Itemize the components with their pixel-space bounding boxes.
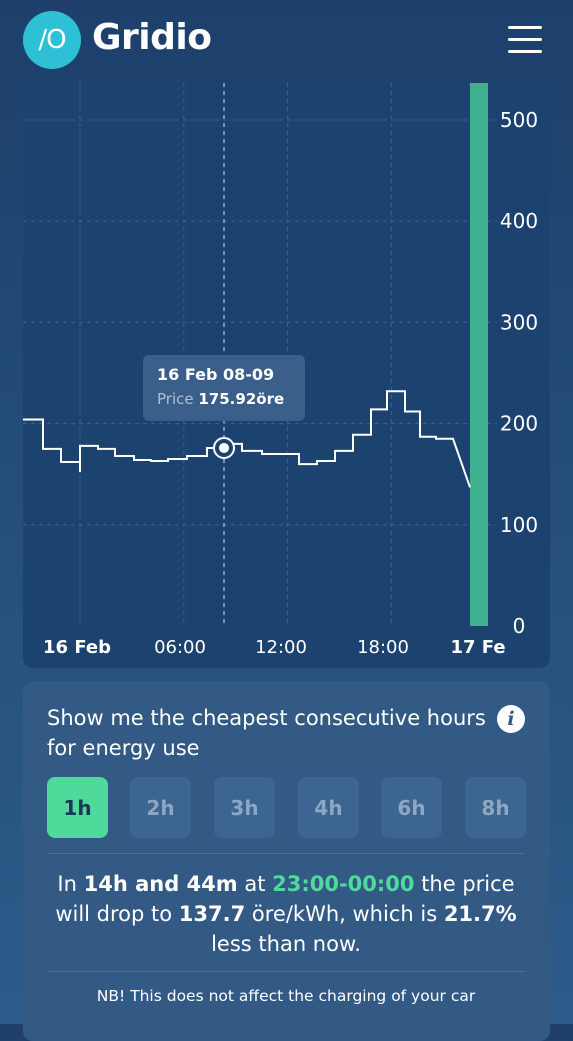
result-text: the price will drop to (55, 872, 515, 926)
price-chart[interactable]: 500 400 300 200 100 0 16 Feb 06:00 12:00 18:00 17 … (23, 83, 550, 668)
panel-title: Show me the cheapest consecutive hours f… (47, 706, 486, 760)
menu-bar (508, 38, 542, 41)
result-text: öre/kWh, which is (245, 902, 444, 926)
result-price: 137.7 (178, 902, 246, 926)
cheapest-result-text: In 14h and 44m at 23:00-00:00 the price … (47, 869, 525, 959)
hamburger-menu-icon[interactable] (506, 24, 546, 54)
chart-tooltip: 16 Feb 08-09 Price 175.92öre (143, 355, 305, 421)
hour-option-4h[interactable]: 4h (298, 777, 359, 838)
price-step-line (23, 390, 471, 488)
cheapest-hours-panel: Show me the cheapest consecutive hours f… (23, 681, 550, 1041)
hour-option-8h[interactable]: 8h (465, 777, 526, 838)
result-text: less than now. (211, 932, 361, 956)
x-tick-label: 18:00 (357, 637, 409, 658)
result-window: 23:00-00:00 (272, 872, 415, 896)
hour-option-1h[interactable]: 1h (47, 777, 108, 838)
divider (47, 971, 525, 972)
tooltip-price-value: 175.92öre (198, 390, 285, 408)
info-icon[interactable]: i (497, 705, 525, 733)
x-tick-label: 12:00 (255, 637, 307, 658)
y-tick-label: 200 (500, 412, 538, 436)
menu-bar (508, 50, 542, 53)
result-percent: 21.7% (443, 902, 517, 926)
logo-mark: /O (38, 25, 66, 55)
x-tick-label: 06:00 (154, 637, 206, 658)
y-tick-label: 0 (513, 614, 526, 638)
hover-point (219, 442, 229, 453)
y-tick-label: 100 (500, 513, 538, 537)
app-header: /O Gridio (0, 0, 573, 80)
x-tick-label: 16 Feb (43, 637, 111, 658)
charging-note: NB! This does not affect the charging of… (96, 987, 476, 1005)
price-chart-card[interactable]: 500 400 300 200 100 0 16 Feb 06:00 12:00 18:00 17 … (23, 83, 550, 668)
x-tick-label: 17 Fe (450, 637, 505, 658)
tooltip-date: 16 Feb 08-09 (157, 365, 275, 384)
tooltip-price-label: Price (157, 390, 194, 408)
y-tick-label: 400 (500, 209, 538, 233)
result-text: at (237, 872, 273, 896)
gridio-logo-icon[interactable]: /O (23, 11, 81, 69)
brand-name[interactable]: Gridio (92, 17, 212, 58)
hour-option-2h[interactable]: 2h (130, 777, 191, 838)
divider (47, 853, 525, 854)
hour-option-6h[interactable]: 6h (381, 777, 442, 838)
y-tick-label: 300 (500, 310, 538, 334)
result-text: In (57, 872, 84, 896)
tooltip-price: Price 175.92öre (157, 390, 284, 408)
result-duration: 14h and 44m (83, 872, 238, 896)
hour-options: 1h 2h 3h 4h 6h 8h (47, 777, 527, 839)
y-tick-label: 500 (500, 108, 538, 132)
menu-bar (508, 26, 542, 29)
hour-option-3h[interactable]: 3h (214, 777, 275, 838)
highlight-bar (470, 83, 488, 626)
